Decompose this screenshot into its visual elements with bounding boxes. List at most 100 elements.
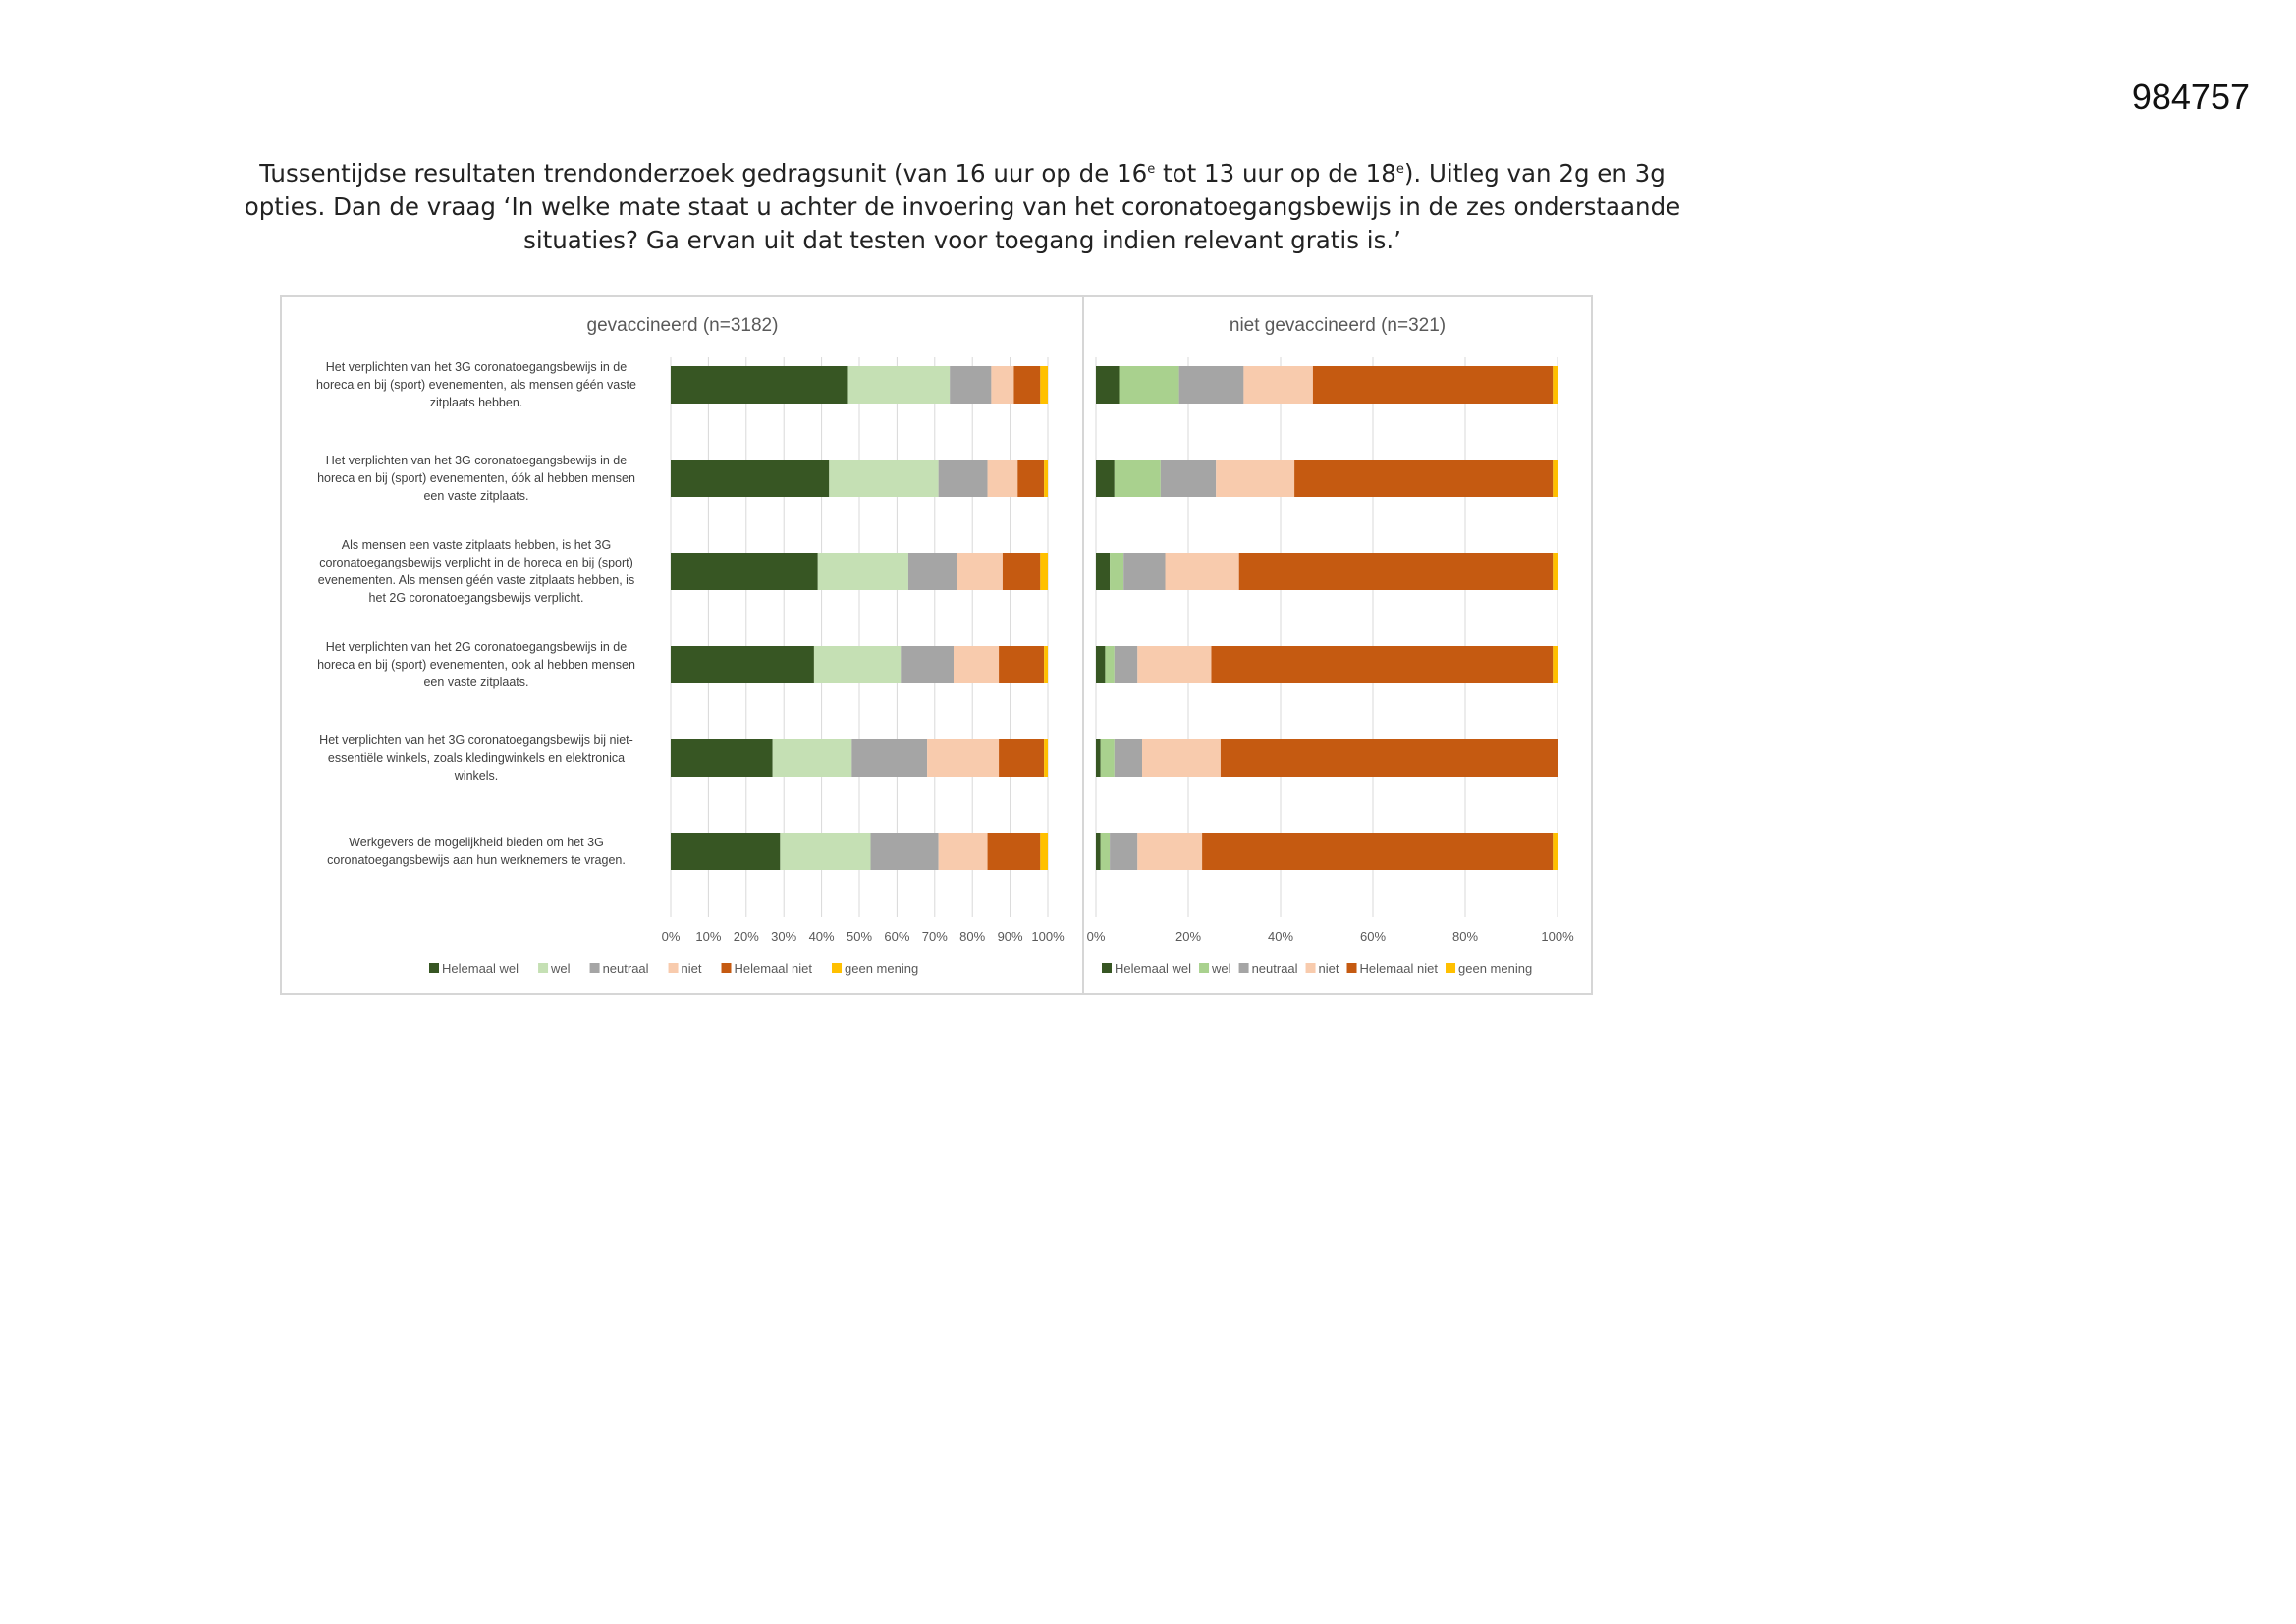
intro-part-3: ). Uitleg van 2g en 3g: [1403, 159, 1666, 188]
bar-segment-geen-mening: [1553, 553, 1558, 590]
bar-segment-geen-mening: [1040, 366, 1048, 404]
legend: Helemaal wel wel neutraal niet Helemaal niet…: [429, 961, 918, 976]
bar-segment-niet: [1165, 553, 1239, 590]
legend-label-geen-mening: geen mening: [1458, 961, 1532, 976]
bar-segment-helemaal-niet: [1220, 739, 1558, 777]
bar-segment-wel: [829, 460, 939, 497]
superscript-e: e: [1147, 161, 1156, 177]
bar-segment-helemaal-niet: [1202, 833, 1554, 870]
x-tick-label: 80%: [959, 929, 985, 944]
legend-label-niet: niet: [682, 961, 702, 976]
legend-swatch-helemaal-wel: [1102, 963, 1112, 973]
bar-segment-helemaal-wel: [671, 366, 848, 404]
legend-label-helemaal-niet: Helemaal niet: [735, 961, 813, 976]
bar-segment-helemaal-niet: [987, 833, 1041, 870]
x-tick-label: 80%: [1452, 929, 1478, 944]
legend-label-wel: wel: [1211, 961, 1231, 976]
chart-title: niet gevaccineerd (n=321): [1230, 315, 1446, 336]
bar-segment-geen-mening: [1553, 646, 1558, 683]
legend: Helemaal wel wel neutraal niet Helemaal niet…: [1102, 961, 1532, 976]
x-tick-label: 60%: [1360, 929, 1386, 944]
bar-segment-neutraal: [901, 646, 954, 683]
bar-segment-geen-mening: [1040, 553, 1048, 590]
bar-segment-niet: [1216, 460, 1295, 497]
bar-segment-helemaal-niet: [999, 739, 1045, 777]
bar-segment-niet: [938, 833, 988, 870]
bar-segment-niet: [1137, 646, 1212, 683]
bar-segment-niet: [927, 739, 1000, 777]
bar-segment-geen-mening: [1044, 739, 1048, 777]
legend-swatch-helemaal-niet: [1346, 963, 1357, 973]
bar-segment-wel: [1105, 646, 1115, 683]
intro-part-1: Tussentijdse resultaten trendonderzoek g…: [259, 159, 1148, 188]
x-tick-label: 50%: [847, 929, 872, 944]
legend-label-niet: niet: [1319, 961, 1339, 976]
intro-text: Tussentijdse resultaten trendonderzoek g…: [196, 157, 1728, 257]
intro-line-3: situaties? Ga ervan uit dat testen voor …: [523, 226, 1401, 254]
chart-unvaccinated: niet gevaccineerd (n=321) 0% 20% 40% 60% 80% 1…: [1087, 315, 1574, 976]
legend-label-wel: wel: [550, 961, 571, 976]
bar-segment-geen-mening: [1553, 460, 1558, 497]
bar-segment-niet: [954, 646, 1000, 683]
bar-segment-neutraal: [1110, 833, 1138, 870]
x-tick-label: 60%: [884, 929, 909, 944]
bar-segment-neutraal: [950, 366, 992, 404]
bar-segment-niet: [957, 553, 1003, 590]
x-tick-label: 40%: [809, 929, 835, 944]
x-tick-label: 30%: [771, 929, 796, 944]
document-number: 984757: [2131, 77, 2250, 117]
legend-label-helemaal-niet: Helemaal niet: [1360, 961, 1439, 976]
bar-segment-helemaal-niet: [1013, 366, 1041, 404]
bar-segment-helemaal-wel: [671, 553, 818, 590]
bar-segment-helemaal-niet: [1017, 460, 1045, 497]
bar-segment-geen-mening: [1553, 366, 1558, 404]
bar-segment-geen-mening: [1040, 833, 1048, 870]
legend-label-helemaal-wel: Helemaal wel: [1115, 961, 1191, 976]
x-tick-label: 20%: [734, 929, 759, 944]
bar-segment-niet: [1243, 366, 1313, 404]
bar-segment-helemaal-niet: [1294, 460, 1554, 497]
bar-segment-neutraal: [870, 833, 939, 870]
legend-label-neutraal: neutraal: [603, 961, 649, 976]
x-tick-label: 20%: [1175, 929, 1201, 944]
legend-swatch-niet: [668, 963, 679, 973]
bar-segment-helemaal-wel: [671, 833, 781, 870]
bar-segment-helemaal-wel: [671, 739, 773, 777]
bar-segment-wel: [1110, 553, 1124, 590]
chart-panel-vaccinated: gevaccineerd (n=3182) 0% 10% 20% 30% 40% 50% 60…: [280, 295, 1085, 995]
x-tick-label: 70%: [922, 929, 948, 944]
bar-segment-helemaal-niet: [1238, 553, 1554, 590]
category-label: Werkgevers de mogelijkheid bieden om het…: [327, 836, 626, 867]
bar-segment-helemaal-wel: [1096, 460, 1115, 497]
legend-label-neutraal: neutraal: [1252, 961, 1298, 976]
bar-segment-geen-mening: [1044, 460, 1048, 497]
x-tick-label: 0%: [662, 929, 681, 944]
x-tick-label: 90%: [998, 929, 1023, 944]
legend-swatch-niet: [1305, 963, 1316, 973]
bar-segment-neutraal: [907, 553, 957, 590]
legend-swatch-geen-mening: [832, 963, 843, 973]
bar-segment-helemaal-wel: [1096, 646, 1106, 683]
intro-line-1: Tussentijdse resultaten trendonderzoek g…: [196, 157, 1728, 190]
legend-swatch-neutraal: [1238, 963, 1249, 973]
bar-segment-helemaal-wel: [1096, 553, 1111, 590]
x-tick-label: 40%: [1268, 929, 1293, 944]
chart-vaccinated: gevaccineerd (n=3182) 0% 10% 20% 30% 40% 50% 60…: [316, 315, 1065, 976]
legend-swatch-geen-mening: [1446, 963, 1456, 973]
bar-segment-helemaal-wel: [1096, 833, 1101, 870]
category-label: Het verplichten van het 3G coronatoegang…: [316, 360, 636, 409]
bar-segment-neutraal: [851, 739, 928, 777]
category-label: Als mensen een vaste zitplaats hebben, i…: [318, 538, 634, 605]
bar-segment-wel: [780, 833, 871, 870]
bar-segment-wel: [817, 553, 908, 590]
bar-segment-helemaal-niet: [999, 646, 1045, 683]
bar-segment-wel: [1100, 739, 1115, 777]
x-tick-label: 10%: [695, 929, 721, 944]
bar-segment-niet: [987, 460, 1018, 497]
legend-label-geen-mening: geen mening: [845, 961, 918, 976]
intro-part-2: tot 13 uur op de 18: [1155, 159, 1396, 188]
bar-segment-geen-mening: [1044, 646, 1048, 683]
intro-line-2: opties. Dan de vraag ‘In welke mate staa…: [244, 192, 1681, 221]
chart-panel-unvaccinated: niet gevaccineerd (n=321) 0% 20% 40% 60% 80% 1…: [1082, 295, 1593, 995]
bar-segment-wel: [847, 366, 951, 404]
